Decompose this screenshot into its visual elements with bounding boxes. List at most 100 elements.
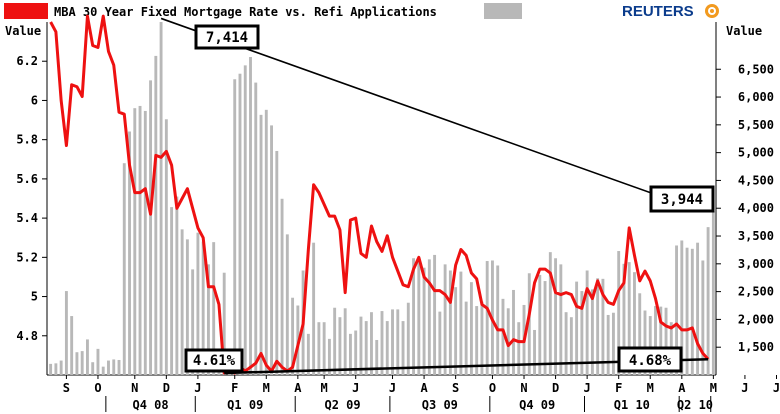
refi-bar [396,309,400,375]
refi-bar [638,293,642,375]
refi-bar [543,281,547,375]
x-tick-label: F [615,381,622,395]
refi-bar [222,272,226,375]
refi-bar [464,301,468,375]
refi-bar [701,260,705,375]
refi-bar [512,289,515,375]
refi-bar [343,308,347,375]
refi-bar [501,298,505,375]
x-tick-label: S [452,381,459,395]
refi-bar [606,314,610,375]
refi-bar [422,267,426,375]
quarter-label: Q1 09 [227,398,263,412]
right-tick-label: 3,500 [738,229,774,243]
right-tick-label: 4,500 [738,173,774,187]
reuters-dot-globe-icon [705,4,719,18]
refi-bar [122,163,126,375]
legend-bar-swatch [484,3,522,19]
refi-bar [696,242,700,375]
x-axis: S O N D J F M A M J J A S O N D J F M A M J J Q4 08 Q1 09 Q2 09 Q3… [63,375,780,412]
callout-rate-last-label: 4.68% [629,353,672,369]
x-tick-label: O [489,381,496,395]
refi-bar [711,211,715,375]
right-axis: 1,500 2,000 2,500 3,000 3,500 4,000 4,500 5,000… [716,62,774,354]
refi-bar [154,55,158,375]
right-tick-label: 6,500 [738,62,774,76]
refi-bar [264,109,268,375]
refi-bar [91,362,95,375]
refi-bar [469,282,473,375]
refi-bar [70,316,74,375]
x-tick-label: F [231,381,238,395]
reuters-logo: REUTERS [622,3,694,20]
refi-bar [590,289,594,375]
refi-bar [259,114,263,375]
refi-bar [149,80,153,376]
right-tick-label: 1,500 [738,340,774,354]
refi-bar [443,264,447,375]
left-tick-label: 5.6 [16,172,38,186]
refi-bar [538,274,542,375]
refi-bar [569,317,573,375]
refi-bar [327,338,331,375]
x-tick-label: J [194,381,201,395]
refi-bar [575,281,579,375]
refi-bar [117,359,121,375]
refi-bar [380,311,384,375]
right-tick-label: 3,000 [738,257,774,271]
refi-bar [249,57,252,376]
quarter-label: Q2 09 [324,398,360,412]
refi-bars [49,22,715,376]
refi-bar [448,270,452,375]
refi-bar [533,329,536,375]
refi-bar [285,234,289,375]
left-tick-label: 5.4 [16,211,38,225]
refi-bar [375,339,379,375]
refi-bar [475,306,479,375]
refi-bar [354,330,358,375]
refi-bar [196,232,200,375]
left-tick-label: 5.2 [16,250,38,264]
refi-bar [338,317,342,375]
x-tick-label: J [741,381,748,395]
refi-bar [675,245,678,375]
x-tick-label: D [163,381,170,395]
refi-bar [333,307,337,375]
refi-bar [433,254,437,375]
refi-bar [191,269,195,375]
refi-bar [427,259,431,375]
x-tick-label: A [420,381,428,395]
refi-bar [412,258,415,375]
refi-bar [664,307,668,375]
left-tick-label: 5 [31,290,38,304]
refi-bar [633,272,636,375]
right-tick-label: 2,500 [738,285,774,299]
right-axis-title: Value [726,24,762,38]
refi-bar [417,258,421,375]
refi-bar [312,242,316,375]
refi-bar [243,65,247,376]
refi-bar [80,351,84,375]
refi-bar [622,263,626,375]
x-tick-label: S [63,381,70,395]
left-tick-label: 6.2 [16,54,38,68]
refi-bar [627,262,631,375]
quarter-label: Q4 08 [133,398,169,412]
refi-bar [611,312,615,375]
callout-rate-low: 4.61% [184,348,244,373]
x-tick-label: D [552,381,559,395]
x-tick-label: M [647,381,654,395]
refi-bar [280,198,284,375]
refi-bar [685,247,689,375]
refi-bar [359,316,363,375]
refi-bar [617,251,621,375]
refi-bar [391,309,394,375]
refi-bar [322,322,326,375]
x-tick-label: A [294,381,302,395]
refi-bar [690,248,694,375]
quarter-label: Q2 10 [677,398,713,412]
x-tick-label: J [584,381,591,395]
legend-line-swatch [4,3,48,19]
refi-bar [438,311,442,375]
